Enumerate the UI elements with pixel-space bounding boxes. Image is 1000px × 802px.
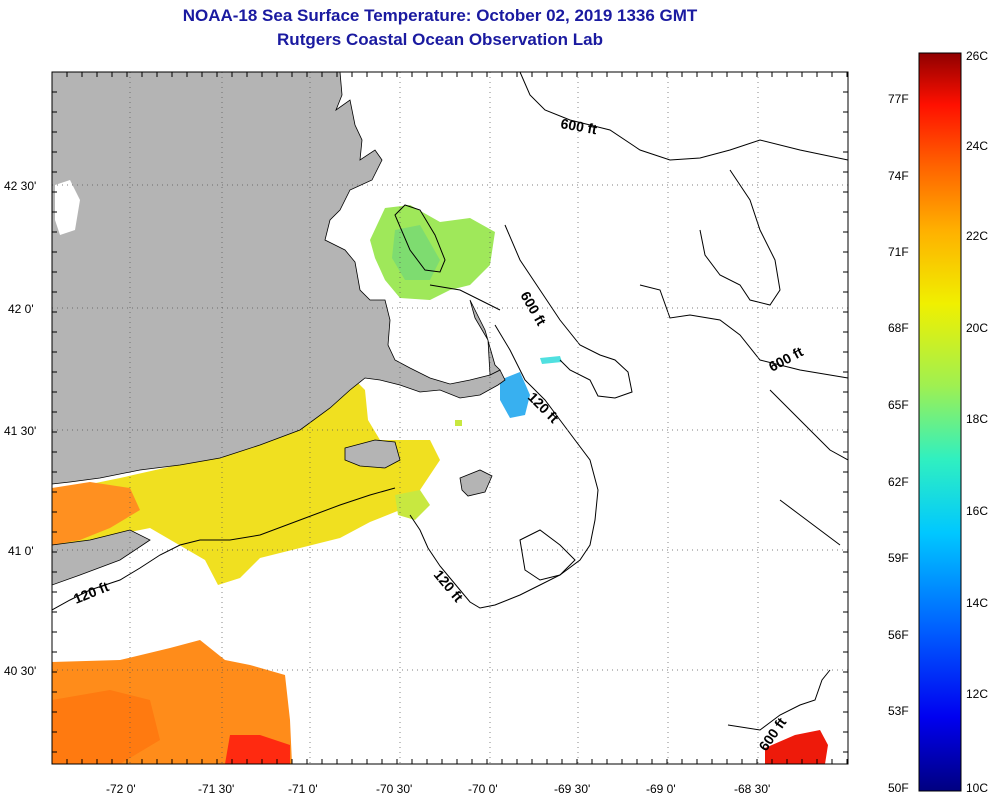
lon-label-71-30: -71 30' [198, 782, 234, 796]
cb-f-77: 77F [888, 92, 909, 106]
contour-georges-shoal [699, 169, 781, 306]
land-long-island [52, 529, 151, 586]
cb-c-10: 10C [966, 781, 988, 795]
cb-c-24: 24C [966, 139, 988, 153]
contour-lines [52, 72, 848, 731]
sst-patch-cyan-2 [540, 356, 562, 364]
land-marthas-vineyard [344, 439, 401, 469]
lat-label-41-30: 41 30' [4, 424, 36, 438]
cb-c-18: 18C [966, 412, 988, 426]
tick-marks [51, 71, 848, 764]
lon-label-70-0: -70 0' [468, 782, 498, 796]
lat-label-41-0: 41 0' [8, 544, 34, 558]
cb-f-62: 62F [888, 475, 909, 489]
land-mainland [52, 72, 506, 485]
chart-title: NOAA-18 Sea Surface Temperature: October… [182, 6, 698, 25]
contour-ring [394, 204, 446, 273]
lon-label-69-0: -69 0' [646, 782, 676, 796]
cb-f-74: 74F [888, 169, 909, 183]
lon-label-71-0: -71 0' [288, 782, 318, 796]
cb-c-14: 14C [966, 596, 988, 610]
sst-data-layer [52, 205, 828, 764]
contour-west-120 [52, 487, 396, 611]
sst-patch-green-small [455, 420, 462, 426]
cb-c-22: 22C [966, 229, 988, 243]
lat-label-42-0: 42 0' [8, 302, 34, 316]
cb-c-12: 12C [966, 687, 988, 701]
contour-shoal-2 [429, 284, 501, 311]
cb-f-56: 56F [888, 628, 909, 642]
sst-patch-southeast [765, 730, 828, 764]
chart-subtitle: Rutgers Coastal Ocean Observation Lab [277, 30, 603, 49]
land-cape-cod [469, 299, 501, 376]
land-layer [52, 72, 506, 586]
contour-east-600 [639, 284, 848, 379]
map-border [51, 71, 849, 765]
latitude-axis: 42 30' 42 0' 41 30' 41 0' 40 30' [4, 179, 36, 678]
contour-se-600 [727, 669, 831, 731]
colorbar-celsius-labels: 26C 24C 22C 20C 18C 16C 14C 12C 10C [966, 49, 988, 795]
cb-f-68: 68F [888, 321, 909, 335]
sst-patch-yellow-fringe [395, 490, 430, 520]
cb-f-71: 71F [888, 245, 909, 259]
lon-label-70-30: -70 30' [376, 782, 412, 796]
cb-f-50: 50F [888, 781, 909, 795]
contour-gulf-maine [519, 72, 848, 161]
lat-label-40-30: 40 30' [4, 664, 36, 678]
lat-label-42-30: 42 30' [4, 179, 36, 193]
lon-label-72-0: -72 0' [106, 782, 136, 796]
cb-c-26: 26C [966, 49, 988, 63]
contour-georges-600 [504, 224, 633, 399]
colorbar-fahrenheit-labels: 77F 74F 71F 68F 65F 62F 59F 56F 53F 50F [888, 92, 909, 795]
lon-label-68-30: -68 30' [734, 782, 770, 796]
colorbar-gradient [918, 52, 962, 792]
sst-patch-southwest-inner [52, 690, 160, 764]
contour-east-shoal-2 [779, 499, 841, 546]
contour-east-shoal [769, 389, 848, 461]
sst-patch-yellow-band [52, 380, 440, 585]
sst-patch-capecod-bay-inner [392, 225, 440, 280]
sst-patch-cyan-1 [500, 372, 530, 418]
cb-f-53: 53F [888, 704, 909, 718]
cb-f-65: 65F [888, 398, 909, 412]
colorbar: 26C 24C 22C 20C 18C 16C 14C 12C 10C 77F … [888, 49, 988, 795]
graticule [52, 72, 848, 764]
longitude-axis: -72 0' -71 30' -71 0' -70 30' -70 0' -69… [106, 782, 770, 796]
contour-shoal-1 [519, 529, 576, 581]
depth-label-600-north: 600 ft [559, 115, 598, 137]
land-nantucket [459, 469, 493, 497]
cb-c-20: 20C [966, 321, 988, 335]
cb-c-16: 16C [966, 504, 988, 518]
sst-patch-orange-west [52, 482, 140, 545]
cb-f-59: 59F [888, 551, 909, 565]
lon-label-69-30: -69 30' [554, 782, 590, 796]
sst-patch-southwest-warm [225, 735, 290, 764]
lake-patch [55, 180, 80, 235]
